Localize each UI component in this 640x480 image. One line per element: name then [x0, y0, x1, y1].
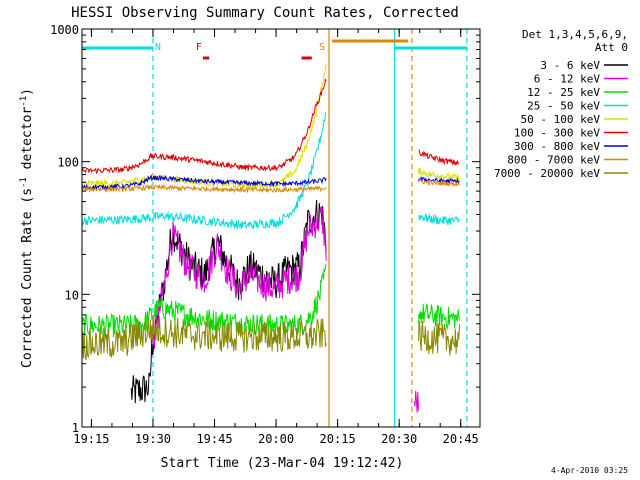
series-line-7-1	[418, 179, 460, 188]
series-100-300-kev	[81, 78, 460, 175]
series-line-8-1	[418, 320, 460, 356]
x-tick-label: 19:45	[196, 432, 232, 446]
series-line-1-0	[151, 205, 327, 349]
legend-label: 300 - 800 keV	[514, 140, 600, 153]
series-line-6-1	[418, 176, 460, 185]
y-axis-label-superscript-2: -1	[19, 96, 29, 107]
chart-title: HESSI Observing Summary Count Rates, Cor…	[71, 5, 459, 21]
y-axis-label-middle: detector	[20, 107, 35, 178]
x-tick-label: 20:30	[381, 432, 417, 446]
axes: 1 10 100 1000 19:15 19:30 19:45 20:00 20:15 20:30…	[50, 23, 480, 446]
x-tick-label: 20:45	[443, 432, 479, 446]
y-axis-label: Corrected Count Rate (s-1 detector-1)	[19, 88, 35, 368]
y-axis-label-end: )	[20, 88, 35, 96]
series-line-7-0	[81, 183, 327, 194]
series-line-3-1	[418, 213, 460, 226]
legend-label: 7000 - 20000 keV	[494, 167, 600, 180]
series-line-1-1	[413, 391, 419, 413]
series-line-5-1	[418, 149, 460, 166]
series-6-12-kev	[151, 205, 419, 413]
y-axis-label-superscript-1: -1	[19, 177, 29, 188]
series-line-2-0	[81, 264, 327, 338]
y-axis-label-main: Corrected Count Rate (s	[20, 188, 35, 368]
series-line-3-0	[81, 112, 327, 230]
flag-label-n: N	[155, 42, 161, 53]
y-tick-label: 100	[57, 156, 79, 170]
x-axis-label: Start Time (23-Mar-04 19:12:42)	[161, 456, 404, 471]
x-tick-label: 19:15	[73, 432, 109, 446]
legend-label: 12 - 25 keV	[527, 86, 600, 99]
x-tick-label: 19:30	[135, 432, 171, 446]
legend-header-line-2: Att 0	[595, 41, 628, 54]
series-line-8-0	[81, 314, 327, 361]
x-tick-label: 20:00	[258, 432, 294, 446]
y-tick-label: 1	[72, 421, 79, 435]
legend-label: 25 - 50 keV	[527, 100, 600, 113]
flag-label-f: F	[196, 42, 202, 53]
legend-label: 3 - 6 keV	[540, 59, 600, 72]
series-12-25-kev	[81, 264, 460, 338]
series-25-50-kev	[81, 112, 460, 230]
series-800-7000-kev	[81, 179, 460, 194]
legend-label: 50 - 100 keV	[521, 113, 601, 126]
plot-frame	[81, 28, 481, 428]
series-line-4-1	[418, 167, 460, 183]
flag-label-s: S	[319, 42, 325, 53]
series-300-800-kev	[81, 174, 460, 192]
legend-label: 800 - 7000 keV	[507, 154, 600, 167]
y-tick-label: 1000	[50, 23, 79, 37]
legend-label: 6 - 12 keV	[534, 73, 601, 86]
y-tick-label: 10	[65, 288, 79, 302]
x-tick-label: 20:15	[320, 432, 356, 446]
plot-timestamp: 4-Apr-2010 03:25	[551, 466, 628, 475]
legend-label: 100 - 300 keV	[514, 127, 600, 140]
series-7000-20000-kev	[81, 314, 460, 361]
legend-header-line-1: Det 1,3,4,5,6,9,	[522, 28, 628, 41]
series-line-5-0	[81, 78, 327, 175]
series-line-2-1	[418, 302, 460, 331]
series-line-6-0	[81, 174, 327, 192]
